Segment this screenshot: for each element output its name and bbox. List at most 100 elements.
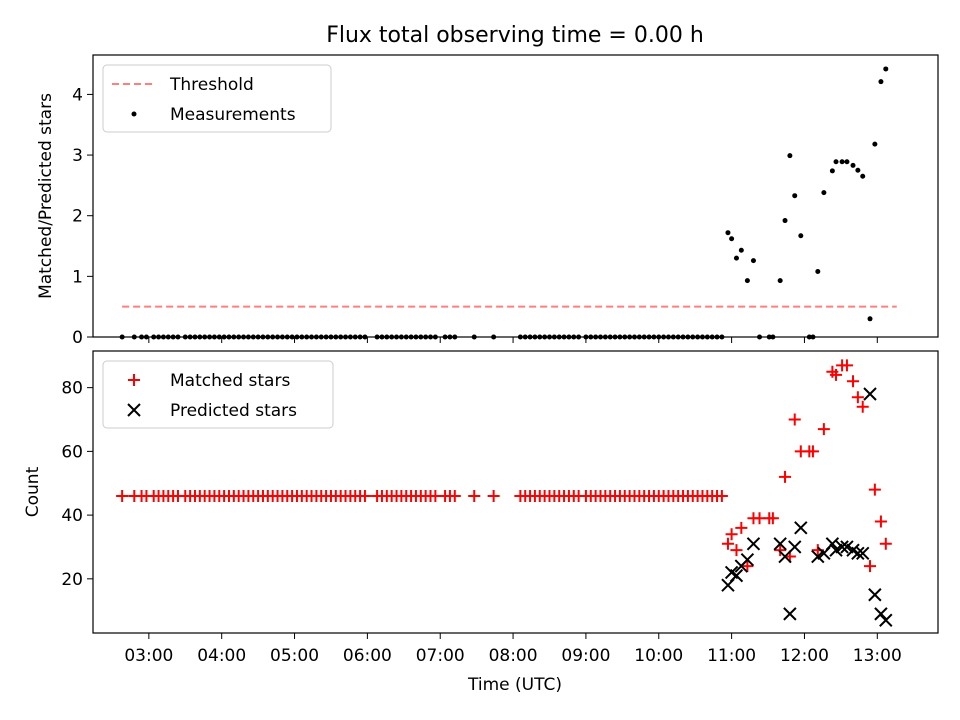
measurement-point <box>744 278 750 284</box>
x-tick-label: 05:00 <box>270 646 319 666</box>
matched-star-point <box>721 537 734 550</box>
x-tick-label: 08:00 <box>489 646 538 666</box>
matched-star-point <box>741 560 754 573</box>
x-tick-label: 10:00 <box>634 646 683 666</box>
matched-star-point <box>774 544 787 557</box>
count-axis-label: Count <box>23 466 43 517</box>
y-tick-label: 20 <box>61 570 83 590</box>
measurement-point <box>738 247 744 253</box>
y-tick-label: 2 <box>72 207 83 227</box>
predicted-star-point <box>835 540 849 554</box>
x-tick-label: 12:00 <box>780 646 829 666</box>
ratio-axis-label: Matched/Predicted stars <box>36 93 56 299</box>
matched-star-point <box>874 515 887 528</box>
matched-star-point <box>448 489 461 502</box>
matched-star-point <box>116 489 129 502</box>
measurement-point <box>821 190 827 196</box>
x-tick-label: 04:00 <box>197 646 246 666</box>
x-tick-label: 06:00 <box>343 646 392 666</box>
matched-star-point <box>358 489 371 502</box>
predicted-star-point <box>851 546 865 561</box>
threshold-legend-label: Threshold <box>169 75 254 95</box>
matched-star-point <box>468 489 481 502</box>
matched-star-point <box>735 521 748 534</box>
predicted-star-point <box>825 537 840 551</box>
measurements-legend-label: Measurements <box>170 105 296 125</box>
chart-title: Flux total observing time = 0.00 h <box>326 23 704 48</box>
time-axis-label: Time (UTC) <box>467 675 562 695</box>
measurement-point <box>833 159 839 165</box>
matched-star-point <box>851 391 864 404</box>
count-legend: Matched stars Predicted stars <box>102 360 334 429</box>
y-tick-label: 40 <box>61 506 83 526</box>
measurement-point <box>850 162 856 168</box>
matched-star-point <box>806 445 819 458</box>
matched-star-point <box>487 489 500 502</box>
x-tick-label: 09:00 <box>561 646 610 666</box>
measurement-point <box>878 79 884 85</box>
y-tick-label: 1 <box>72 267 83 287</box>
predicted-star-point <box>794 521 808 535</box>
predicted-star-point <box>788 540 802 554</box>
x-tick-label: 03:00 <box>124 646 173 666</box>
predicted-legend-label: Predicted stars <box>170 401 297 421</box>
x-tick-label: 11:00 <box>707 646 756 666</box>
measurement-point <box>798 233 804 239</box>
matched-star-point <box>847 375 860 388</box>
y-tick-label: 0 <box>72 328 83 348</box>
measurement-point <box>733 255 739 261</box>
ratio-axes: 0 1 2 3 4 Matched/Predicted stars Threshold … <box>36 54 939 348</box>
matched-star-point <box>715 489 728 502</box>
matched-legend-swatch <box>128 374 140 386</box>
measurement-point <box>750 258 756 264</box>
x-tick-label: 07:00 <box>416 646 465 666</box>
measurement-point <box>872 141 878 147</box>
predicted-star-point <box>729 568 744 583</box>
measurement-point <box>782 218 788 224</box>
measurement-point <box>792 193 798 199</box>
predicted-star-point <box>879 613 893 627</box>
matched-star-point <box>788 413 801 426</box>
measurement-point <box>729 236 735 242</box>
measurement-point <box>839 159 845 165</box>
matched-star-point <box>840 359 853 372</box>
count-axes: 20 40 60 80 03:00 04:00 05:00 06:00 07:00 08:00 09… <box>23 350 939 695</box>
predicted-star-point <box>783 607 797 621</box>
predicted-legend-swatch <box>127 403 141 417</box>
y-tick-label: 60 <box>61 442 83 462</box>
measurement-point <box>855 167 861 173</box>
predicted-star-point <box>856 546 870 561</box>
y-tick-label: 3 <box>72 146 83 166</box>
predicted-star-point <box>874 607 888 621</box>
predicted-star-point <box>863 387 877 401</box>
matched-star-point <box>830 368 843 381</box>
matched-star-point <box>730 544 743 557</box>
predicted-star-point <box>740 553 755 567</box>
measurement-point <box>844 159 850 165</box>
predicted-star-point <box>868 588 882 602</box>
measurements-legend-swatch <box>131 111 137 117</box>
matched-legend-label: Matched stars <box>170 371 290 391</box>
measurement-point <box>815 269 821 275</box>
matched-star-point <box>725 528 738 541</box>
y-tick-label: 80 <box>61 379 83 399</box>
measurement-point <box>867 316 873 322</box>
measurement-point <box>883 66 889 72</box>
ratio-legend: Threshold Measurements <box>102 64 332 133</box>
matched-star-point <box>766 512 779 525</box>
x-tick-label: 13:00 <box>853 646 902 666</box>
matched-star-point <box>879 537 892 550</box>
predicted-star-point <box>746 537 761 551</box>
measurement-point <box>829 168 835 174</box>
measurement-point <box>777 278 783 284</box>
matched-star-point <box>864 560 877 573</box>
y-tick-label: 4 <box>72 85 83 105</box>
measurement-point <box>725 230 731 236</box>
predicted-star-point <box>773 537 787 551</box>
measurement-point <box>787 153 793 159</box>
matched-star-point <box>779 470 792 483</box>
matched-star-point <box>856 400 869 413</box>
measurement-point <box>860 173 866 179</box>
matched-star-point <box>868 483 881 496</box>
